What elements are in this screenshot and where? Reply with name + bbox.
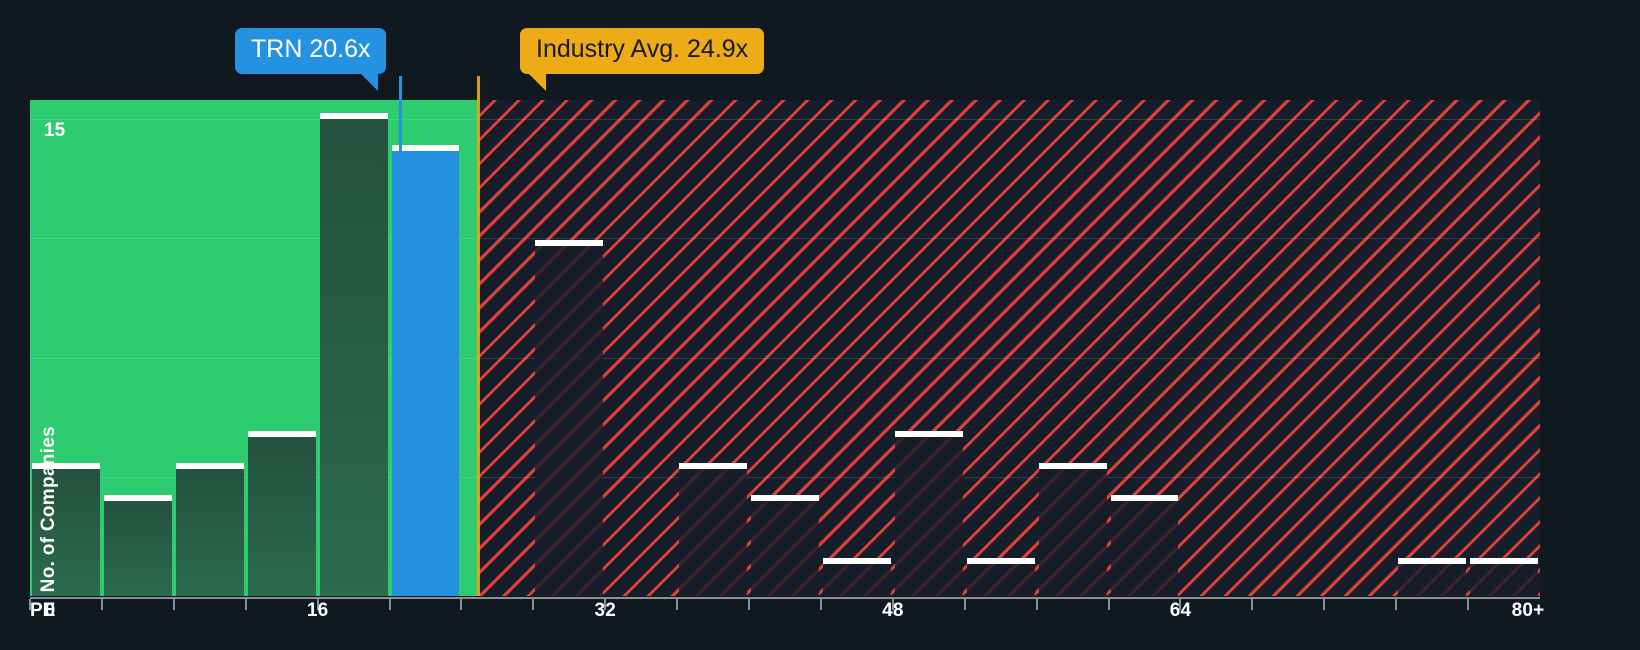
- bar-body: [894, 437, 963, 596]
- bar-top-cap: [751, 494, 819, 501]
- hatch-pattern: [477, 100, 1540, 596]
- bar-body: [1038, 468, 1107, 596]
- bar-body: [535, 246, 604, 596]
- x-tick-52: [963, 599, 966, 610]
- x-tick-36: [676, 599, 679, 610]
- bar-body: [247, 437, 316, 596]
- bar-80+[interactable]: [1470, 558, 1538, 596]
- bar-48-52[interactable]: [894, 431, 963, 596]
- x-tick-56: [1035, 599, 1038, 610]
- x-tick-44: [819, 599, 822, 610]
- x-tick-12: [244, 599, 247, 610]
- bar-top-cap: [1470, 558, 1538, 565]
- x-tick-label-80+: 80+: [1511, 600, 1545, 621]
- bar-top-cap: [535, 240, 604, 247]
- x-tick-48: [891, 599, 894, 610]
- x-tick-label-48: 48: [882, 600, 904, 621]
- gridline-3: [30, 476, 1540, 478]
- bar-top-cap: [391, 144, 460, 151]
- x-axis-line: [30, 597, 1540, 599]
- x-tick-label-32: 32: [594, 600, 617, 621]
- bar-body: [1398, 564, 1467, 596]
- bar-top-cap: [319, 113, 388, 120]
- bar-top-cap: [966, 558, 1035, 565]
- bar-16-20[interactable]: [319, 113, 388, 596]
- bar-body: [822, 564, 891, 596]
- bar-body: [391, 150, 460, 596]
- bar-top-cap: [175, 462, 244, 469]
- bar-body: [966, 564, 1035, 596]
- bar-28-32[interactable]: [535, 240, 604, 596]
- bar-40-44[interactable]: [751, 494, 819, 596]
- y-axis-title: No. of Companies: [38, 425, 59, 592]
- bar-body: [679, 468, 748, 596]
- bar-body: [1110, 500, 1179, 596]
- bar-top-cap: [103, 494, 172, 501]
- bar-top-cap: [1110, 494, 1179, 501]
- x-tick-label-0: 0: [44, 600, 56, 621]
- bar-body: [319, 119, 388, 596]
- x-tick-0: [29, 599, 31, 610]
- bar-top-cap: [679, 462, 748, 469]
- x-tick-68: [1251, 599, 1254, 610]
- industry-avg-marker-line: [476, 76, 480, 596]
- bar-76-80[interactable]: [1398, 558, 1467, 596]
- bar-top-cap: [32, 462, 100, 469]
- gridline-1: [30, 238, 1540, 240]
- x-tick-60: [1107, 599, 1110, 610]
- x-tick-80: [1467, 599, 1470, 610]
- bar-44-48[interactable]: [822, 558, 891, 596]
- bar-body: [1470, 564, 1538, 596]
- bar-top-cap: [247, 431, 316, 438]
- bar-body: [751, 500, 819, 596]
- x-tick-16: [316, 599, 319, 610]
- bar-body: [175, 468, 244, 596]
- callout-tail: [360, 72, 379, 91]
- x-tick-24: [460, 599, 463, 610]
- x-tick-28: [532, 599, 535, 610]
- bar-52-56[interactable]: [966, 558, 1035, 596]
- x-tick-72: [1323, 599, 1326, 610]
- bar-top-cap: [1038, 462, 1107, 469]
- industry-avg-marker-label: Industry Avg. 24.9x: [536, 35, 749, 63]
- trn-marker-callout[interactable]: TRN 20.6x: [235, 28, 387, 91]
- gridline-0: [30, 119, 1540, 121]
- callout-tail: [528, 72, 546, 91]
- bar-8-12[interactable]: [175, 462, 244, 596]
- bar-body: [103, 500, 172, 596]
- overvalued-region: [477, 100, 1540, 596]
- bar-top-cap: [1398, 558, 1467, 565]
- x-tick-76: [1395, 599, 1398, 610]
- bar-56-60[interactable]: [1038, 462, 1107, 596]
- bar-0-4[interactable]: [32, 462, 100, 596]
- bar-body: [32, 468, 100, 596]
- bar-36-40[interactable]: [679, 462, 748, 596]
- x-axis-title: PE: [30, 600, 56, 621]
- trn-marker-line: [399, 76, 403, 151]
- bar-60-64[interactable]: [1110, 494, 1179, 596]
- x-tick-4: [100, 599, 103, 610]
- bar-top-cap: [894, 431, 963, 438]
- x-tick-20: [388, 599, 391, 610]
- gridline-2: [30, 357, 1540, 359]
- bar-20-24[interactable]: [391, 144, 460, 596]
- bar-top-cap: [822, 558, 891, 565]
- x-tick-64: [1179, 599, 1182, 610]
- x-tick-40: [748, 599, 751, 610]
- trn-marker-label: TRN 20.6x: [251, 35, 371, 63]
- bar-4-8[interactable]: [103, 494, 172, 596]
- x-tick-label-16: 16: [306, 600, 329, 621]
- x-tick-32: [604, 599, 607, 610]
- bar-12-16[interactable]: [247, 431, 316, 596]
- x-tick-label-64: 64: [1169, 600, 1192, 621]
- industry-avg-marker-callout[interactable]: Industry Avg. 24.9x: [520, 28, 765, 91]
- x-tick-8: [172, 599, 175, 610]
- y-axis-value-label: 15: [44, 120, 66, 141]
